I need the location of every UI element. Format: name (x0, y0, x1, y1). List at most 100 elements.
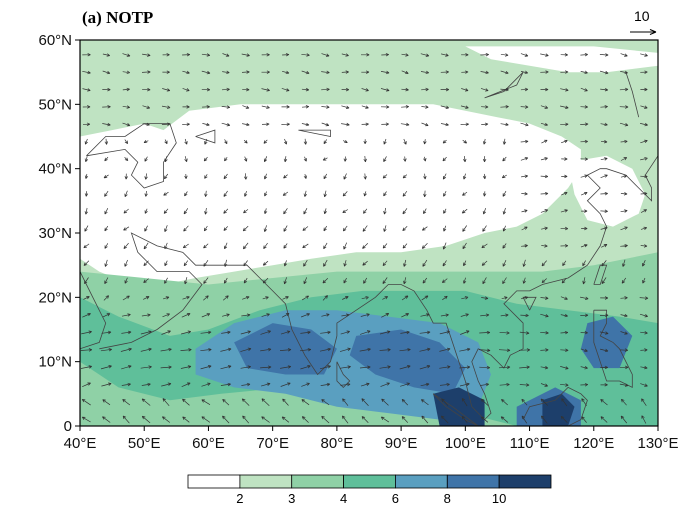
wind-vector (124, 139, 129, 145)
wind-vector (204, 138, 208, 145)
wind-vector (501, 174, 507, 179)
wind-vector (222, 398, 230, 406)
wind-vector (401, 398, 409, 406)
wind-vector (281, 122, 290, 126)
y-tick-label: 50°N (38, 96, 72, 113)
wind-vector (480, 52, 489, 57)
wind-vector (321, 70, 330, 75)
wind-vector (184, 277, 188, 285)
wind-vector (222, 70, 230, 75)
wind-vector (440, 70, 449, 74)
wind-vector (240, 330, 251, 335)
wind-vector (499, 382, 510, 387)
coastline-6 (593, 264, 608, 285)
wind-vector (482, 138, 487, 145)
wind-vector (361, 296, 369, 300)
wind-vector (263, 139, 268, 144)
wind-vector (182, 296, 190, 300)
wind-vector (124, 259, 128, 267)
wind-vector (379, 330, 391, 335)
shading-region-2 (568, 155, 646, 227)
wind-vector (83, 243, 90, 249)
wind-vector (620, 192, 628, 196)
wind-vector (541, 278, 547, 284)
wind-vector (340, 330, 350, 335)
wind-vector (440, 313, 449, 317)
wind-vector (600, 399, 608, 406)
wind-vector (642, 260, 646, 267)
wind-vector (480, 70, 489, 75)
wind-vector (481, 122, 489, 126)
wind-vector (580, 157, 588, 161)
wind-vector (122, 53, 131, 57)
wind-vector (182, 398, 190, 406)
wind-vector (121, 365, 132, 370)
wind-vector (342, 191, 348, 197)
wind-vector (283, 243, 288, 249)
wind-vector (580, 105, 588, 109)
wind-vector (521, 415, 528, 424)
wind-vector (640, 70, 648, 74)
wind-vector (420, 399, 429, 406)
wind-vector (243, 139, 248, 144)
wind-vector (502, 190, 507, 197)
wind-vector (81, 416, 91, 423)
wind-vector (383, 156, 387, 162)
reference-vector: 10 (630, 8, 657, 35)
wind-vector (341, 415, 349, 424)
wind-vector (601, 260, 607, 267)
wind-vector (243, 209, 249, 214)
wind-vector (561, 398, 568, 407)
wind-vector (540, 209, 549, 213)
wind-vector (262, 277, 269, 284)
wind-vector (441, 278, 448, 283)
wind-vector (204, 190, 208, 197)
wind-vector (421, 226, 428, 231)
wind-vector (423, 208, 427, 214)
wind-vector (182, 243, 189, 249)
wind-vector (243, 173, 248, 180)
wind-vector (421, 122, 429, 127)
wind-vector (201, 53, 211, 57)
wind-vector (502, 243, 507, 249)
coastline-11 (298, 129, 331, 137)
wind-vector (500, 105, 509, 109)
wind-vector (580, 191, 588, 196)
wind-vector (320, 330, 331, 335)
wind-vector (343, 277, 347, 284)
wind-vector (600, 226, 608, 230)
wind-vector (462, 277, 467, 284)
wind-vector (402, 174, 408, 179)
wind-vector (342, 209, 348, 214)
wind-vector (640, 122, 648, 127)
wind-vector (341, 313, 350, 317)
wind-vector (381, 122, 389, 126)
wind-vector (540, 296, 549, 300)
wind-vector (521, 226, 528, 231)
wind-vector (540, 53, 549, 57)
wind-vector (502, 156, 507, 162)
wind-vector (142, 105, 151, 109)
wind-vector (582, 277, 586, 285)
wind-vector (122, 70, 130, 74)
wind-vector (303, 208, 308, 215)
colorbar-swatch (446, 474, 500, 489)
wind-vector (520, 313, 529, 318)
wind-vector (461, 70, 469, 74)
wind-vector (381, 53, 389, 57)
wind-vector (419, 365, 431, 370)
colorbar-label: 2 (236, 491, 243, 506)
wind-vector (363, 139, 367, 145)
wind-vector (281, 88, 290, 92)
wind-vector (540, 348, 549, 352)
wind-vector (220, 382, 231, 387)
wind-vector (500, 87, 509, 92)
wind-vector (619, 383, 629, 387)
wind-vector (161, 330, 171, 335)
wind-vector (521, 192, 528, 196)
wind-vector (363, 208, 368, 214)
colorbar-swatch (239, 474, 293, 489)
wind-vector (580, 296, 589, 300)
wind-vector (143, 296, 150, 300)
wind-vector (580, 87, 588, 92)
